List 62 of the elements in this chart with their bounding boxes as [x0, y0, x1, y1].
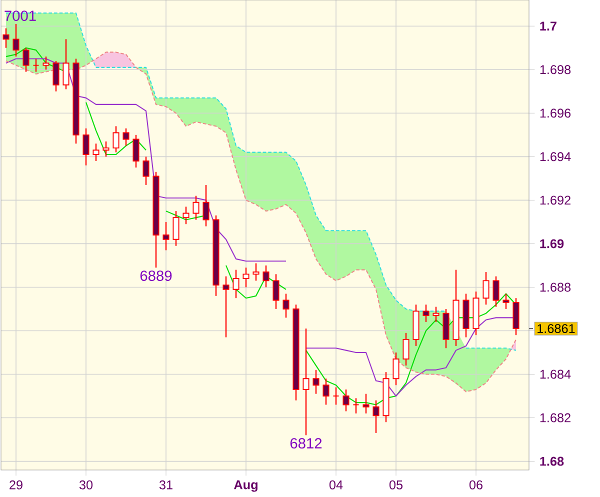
candlestick: [232, 269, 240, 299]
candlestick: [492, 276, 500, 308]
candlestick: [62, 38, 70, 90]
candlestick: [352, 398, 360, 414]
y-tick-label: 1.69: [540, 239, 564, 248]
x-tick-label: 04: [329, 480, 343, 490]
candlestick: [502, 293, 510, 310]
y-tick-label: 1.696: [540, 108, 571, 118]
y-tick-label: 1.7: [540, 22, 556, 30]
candlestick: [32, 58, 40, 72]
candlestick: [332, 386, 340, 406]
candlestick: [132, 134, 140, 168]
candlestick: [422, 304, 430, 323]
candlestick: [122, 128, 130, 146]
y-tick-label: 1.682: [540, 413, 570, 422]
text: 1.6861: [538, 324, 575, 334]
x-tick-label: 31: [159, 480, 172, 490]
annotation: 7001: [4, 10, 36, 22]
candlestick: [482, 271, 490, 306]
x-tick-label: Aug: [234, 480, 258, 492]
x-tick-label: 06: [469, 480, 482, 490]
candlestick: [172, 210, 180, 246]
annotation: 6812: [290, 438, 322, 449]
candlestick: [202, 184, 210, 227]
candlestick: [22, 47, 30, 72]
y-tick-label: 1.684: [540, 370, 571, 379]
candlestick: [192, 195, 200, 220]
x-tick-label: 05: [389, 480, 403, 490]
candlestick: [242, 267, 250, 288]
y-tick-label: 1.698: [540, 65, 571, 74]
candlestick: [312, 369, 320, 394]
candlestick: [392, 352, 400, 386]
candlestick: [282, 293, 290, 318]
candlestick: [182, 206, 190, 225]
candlestick: [92, 143, 100, 162]
candlestick: [302, 328, 310, 436]
candlestick: [342, 388, 350, 412]
candlestick: [142, 156, 150, 186]
candlestick: [12, 23, 20, 58]
candlestick: [322, 378, 330, 406]
candlestick: [102, 140, 110, 158]
candlestick: [402, 332, 410, 366]
candlestick: [222, 276, 230, 338]
candlestick: [372, 400, 380, 434]
candlestick: [112, 126, 120, 153]
candlestick: [162, 221, 170, 251]
candlestick: [2, 28, 10, 48]
y-tick-label: 1.68: [540, 456, 564, 466]
candlestick: [272, 274, 280, 310]
candlestick: [432, 306, 440, 323]
candlestick: [262, 264, 270, 288]
candlestick: [52, 60, 60, 92]
y-tick-label: 1.692: [540, 196, 570, 205]
candlestick: [82, 128, 90, 166]
x-tick-label: 30: [79, 480, 93, 490]
candlestick: [252, 262, 260, 282]
x-tick-label: 29: [10, 480, 22, 490]
candlestick: [362, 393, 370, 414]
annotation: 6889: [140, 270, 172, 281]
y-tick-label: 1.694: [540, 152, 571, 162]
candlestick: [42, 56, 50, 70]
y-tick-label: 1.688: [540, 282, 571, 292]
